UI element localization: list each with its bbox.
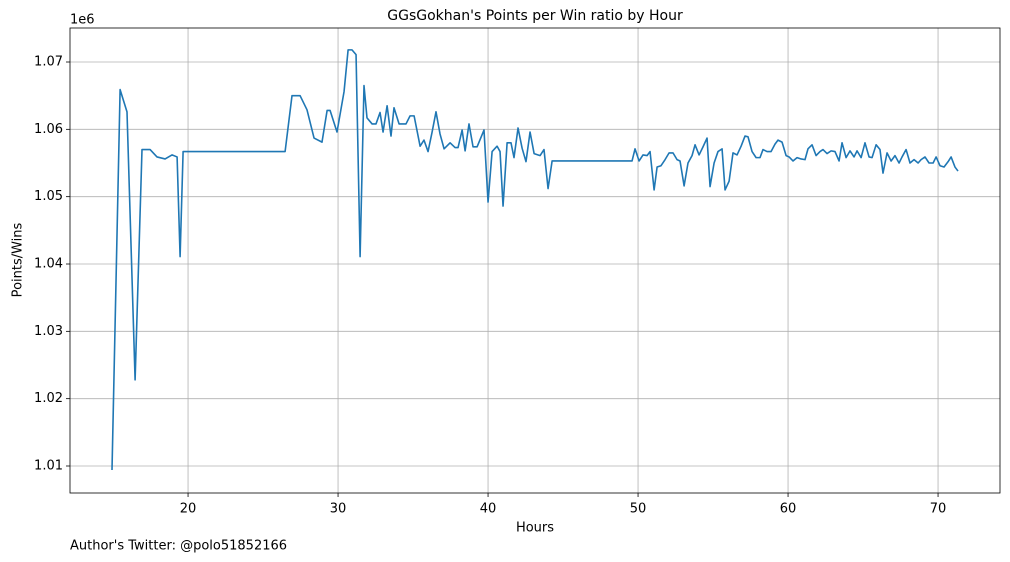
y-tick-label: 1.06 <box>34 122 63 137</box>
x-tick-label: 70 <box>930 502 947 517</box>
plot-frame <box>69 27 1001 494</box>
x-tick-label: 20 <box>180 502 197 517</box>
y-tick-label: 1.03 <box>34 324 63 339</box>
y-offset-text: 1e6 <box>70 13 95 28</box>
y-tick-label: 1.07 <box>34 55 63 70</box>
x-tick-label: 50 <box>630 502 647 517</box>
x-tick-label: 30 <box>330 502 347 517</box>
x-tick-label: 60 <box>780 502 797 517</box>
y-axis-label: Points/Wins <box>11 222 26 297</box>
y-tick-label: 1.02 <box>34 391 63 406</box>
x-axis-label: Hours <box>516 521 554 536</box>
data-line <box>111 49 959 471</box>
chart-title: GGsGokhan's Points per Win ratio by Hour <box>387 8 683 24</box>
x-tick-label: 40 <box>480 502 497 517</box>
y-tick-label: 1.01 <box>34 458 63 473</box>
footnote: Author's Twitter: @polo51852166 <box>70 539 287 554</box>
y-tick-label: 1.04 <box>34 257 63 272</box>
y-tick-label: 1.05 <box>34 189 63 204</box>
